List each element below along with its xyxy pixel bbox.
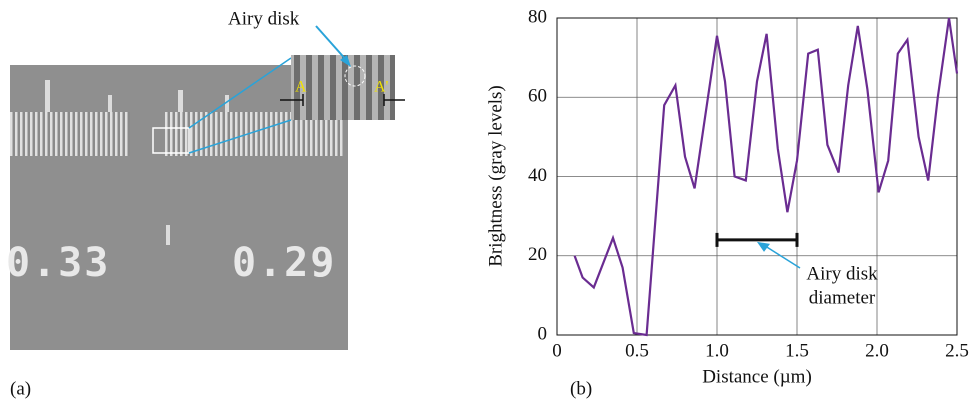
annotation-text: diameter: [809, 287, 876, 308]
x-tick-label: 0.5: [625, 340, 649, 361]
x-axis-label: Distance (µm): [702, 366, 812, 387]
x-tick-label: 1.0: [705, 340, 729, 361]
annotation-arrowhead: [757, 241, 770, 252]
x-tick-label: 2.5: [945, 340, 969, 361]
annotation-text: Airy disk: [806, 263, 878, 284]
micrograph-number: 0.33: [6, 240, 110, 286]
y-axis-label: Brightness (gray levels): [485, 85, 506, 267]
annotation-arrow: [764, 245, 801, 269]
panel-label: (a): [10, 378, 31, 399]
x-tick-label: 2.0: [865, 340, 889, 361]
y-tick-label: 60: [528, 86, 547, 107]
x-tick-label: 1.5: [785, 340, 809, 361]
marker-a-prime: A': [374, 79, 389, 96]
plot-frame: [556, 17, 958, 336]
y-tick-label: 20: [528, 244, 547, 265]
inset-title: Airy disk: [228, 8, 300, 29]
y-tick-label: 80: [528, 6, 547, 27]
micrograph-number: 0.29: [232, 240, 336, 286]
data-line: [573, 17, 959, 337]
y-tick-label: 40: [528, 165, 547, 186]
micrograph: [10, 25, 405, 350]
y-tick-label: 0: [538, 323, 548, 344]
x-tick-label: 0: [552, 340, 562, 361]
panel-label: (b): [570, 378, 592, 399]
marker-a: A: [295, 79, 307, 96]
